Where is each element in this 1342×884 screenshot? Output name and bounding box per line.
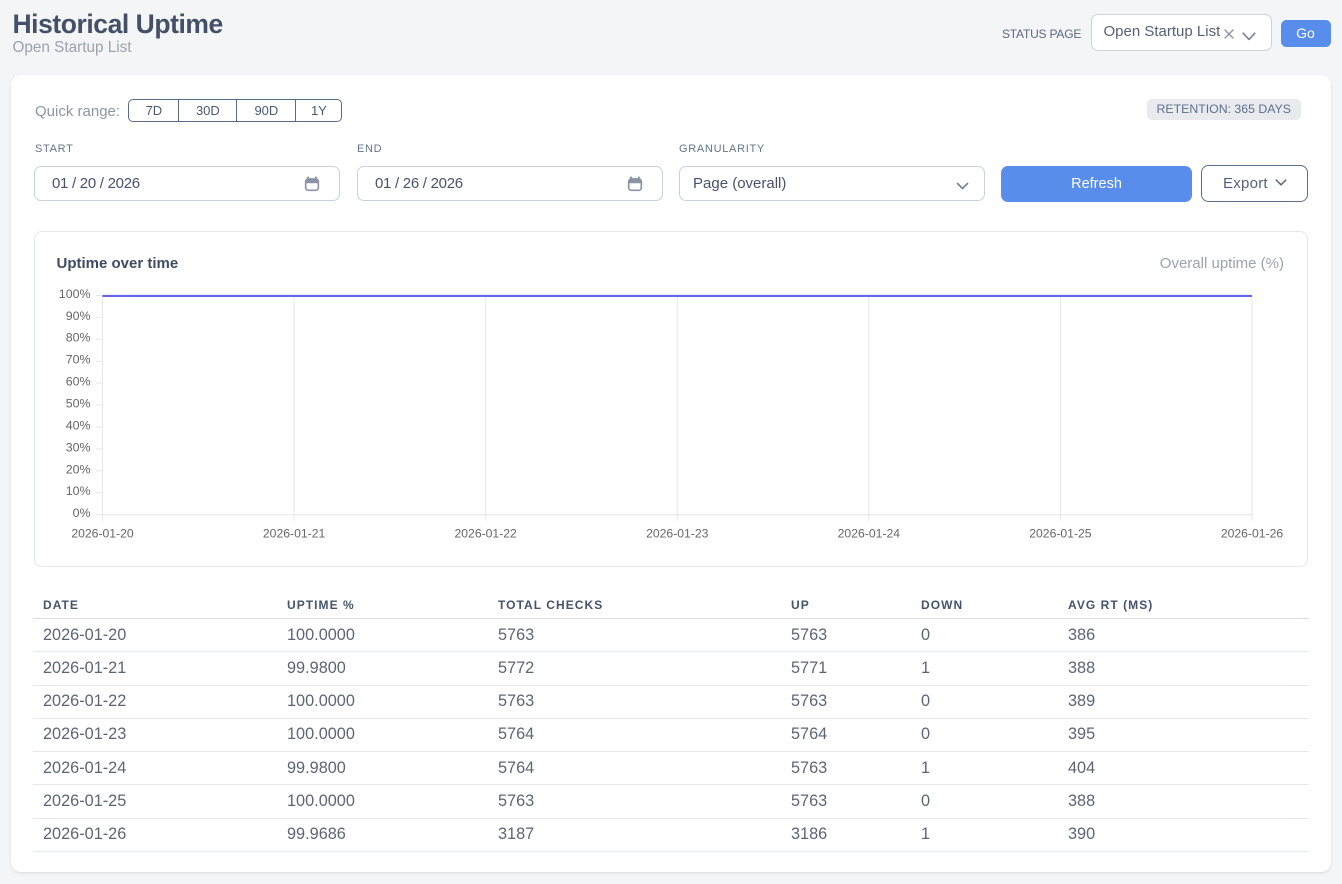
svg-text:2026-01-22: 2026-01-22 — [454, 527, 517, 541]
svg-text:50%: 50% — [66, 397, 91, 411]
svg-text:2026-01-21: 2026-01-21 — [263, 527, 326, 541]
svg-text:0%: 0% — [73, 506, 91, 520]
svg-text:20%: 20% — [66, 462, 91, 476]
svg-text:80%: 80% — [66, 331, 91, 345]
svg-text:2026-01-23: 2026-01-23 — [646, 527, 709, 541]
svg-text:60%: 60% — [66, 375, 91, 389]
svg-text:2026-01-25: 2026-01-25 — [1029, 527, 1092, 541]
svg-text:2026-01-26: 2026-01-26 — [1221, 527, 1284, 541]
svg-text:10%: 10% — [66, 484, 91, 498]
svg-text:40%: 40% — [66, 418, 91, 432]
svg-text:70%: 70% — [66, 353, 91, 367]
svg-text:90%: 90% — [66, 309, 91, 323]
svg-text:2026-01-20: 2026-01-20 — [71, 527, 134, 541]
svg-text:2026-01-24: 2026-01-24 — [838, 527, 901, 541]
svg-text:100%: 100% — [59, 287, 91, 301]
svg-text:30%: 30% — [66, 440, 91, 454]
